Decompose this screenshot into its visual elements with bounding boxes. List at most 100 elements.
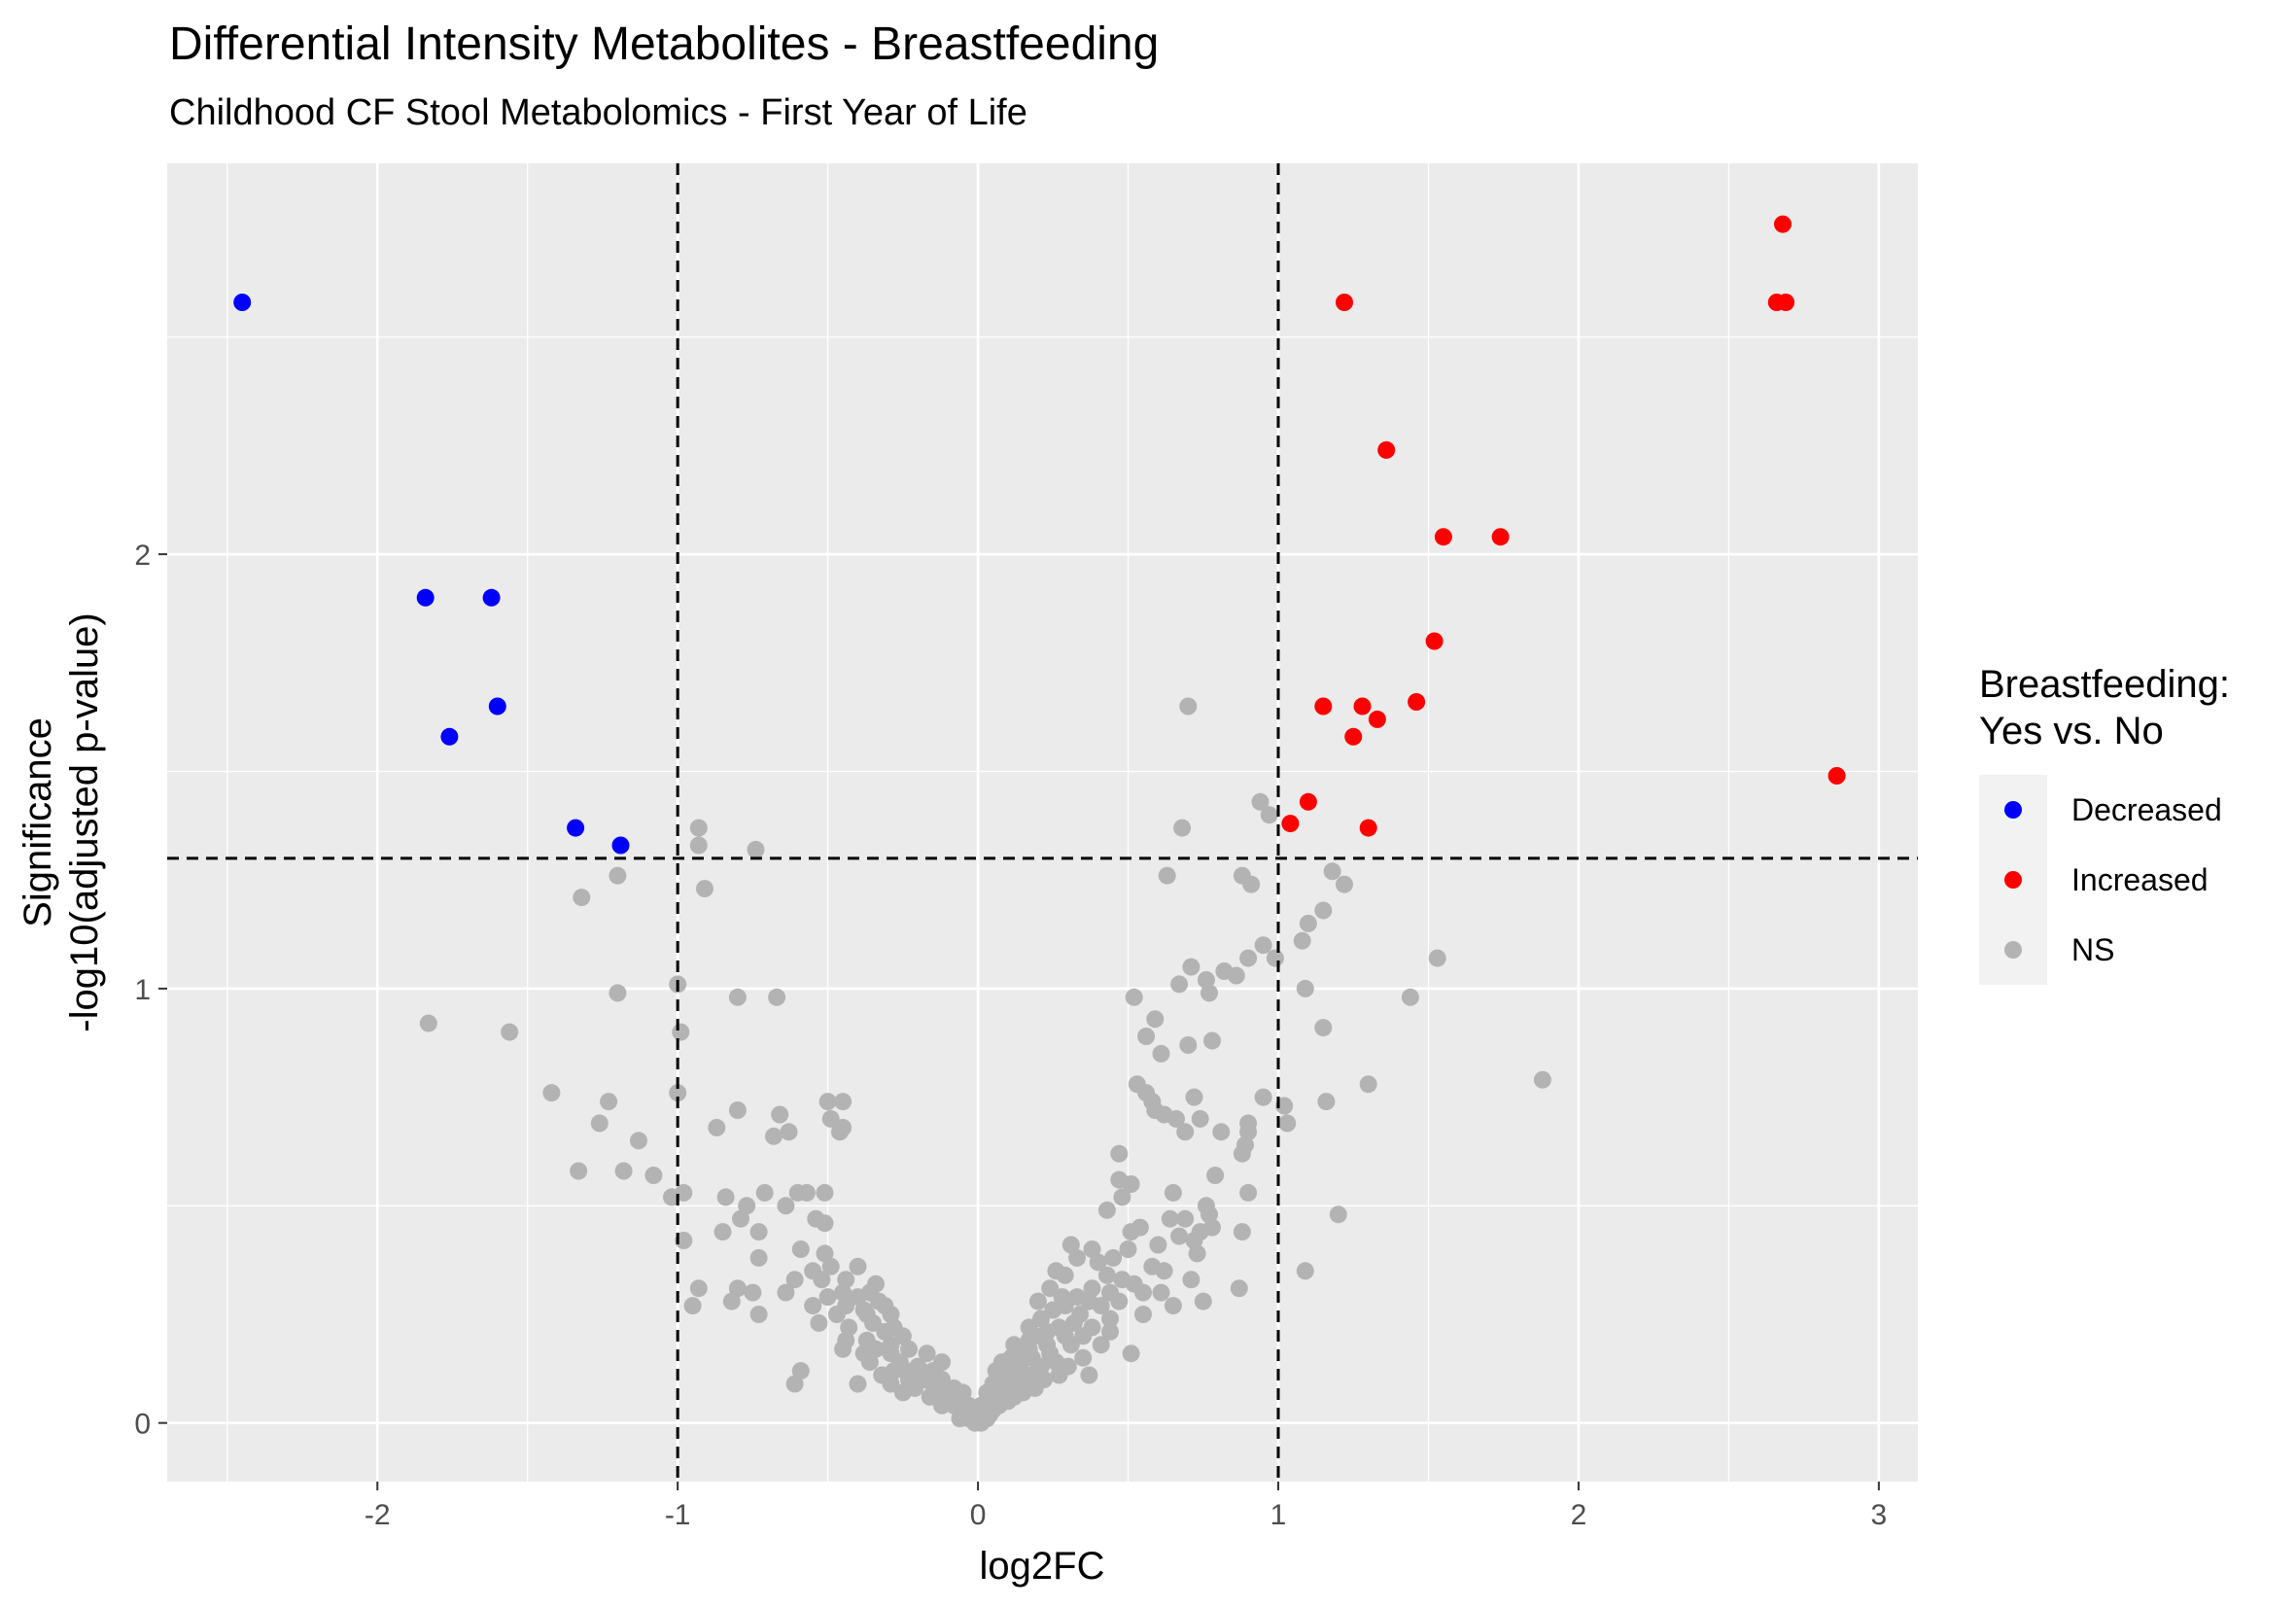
point-ns xyxy=(1104,1248,1123,1267)
point-increased xyxy=(1299,792,1317,811)
point-ns xyxy=(882,1306,900,1323)
point-ns xyxy=(1164,1297,1182,1315)
point-ns xyxy=(1533,1070,1551,1089)
point-ns xyxy=(1200,1205,1218,1224)
point-ns xyxy=(675,1232,693,1249)
point-decreased xyxy=(488,697,506,716)
point-ns xyxy=(600,1093,618,1111)
point-ns xyxy=(1359,1075,1377,1094)
point-ns xyxy=(768,988,786,1006)
point-ns xyxy=(813,1271,831,1289)
point-ns xyxy=(1188,1244,1206,1263)
x-tick-label: 0 xyxy=(970,1499,987,1531)
point-ns xyxy=(1194,1292,1212,1310)
point-ns xyxy=(785,1271,804,1289)
point-ns xyxy=(1092,1297,1110,1315)
point-increased xyxy=(1368,710,1386,728)
point-ns xyxy=(882,1375,900,1393)
point-ns xyxy=(1164,1183,1182,1202)
legend-key-decreased xyxy=(2004,801,2022,819)
point-increased xyxy=(1774,215,1792,233)
point-ns xyxy=(1068,1248,1086,1267)
point-ns xyxy=(1176,1123,1195,1141)
point-ns xyxy=(728,1279,747,1298)
point-ns xyxy=(1242,875,1261,893)
point-ns xyxy=(834,1093,852,1111)
point-ns xyxy=(713,1223,732,1241)
point-ns xyxy=(1254,936,1272,955)
point-ns xyxy=(951,1410,969,1428)
point-ns xyxy=(728,988,747,1006)
point-ns xyxy=(542,1084,561,1102)
point-ns xyxy=(590,1114,609,1133)
y-tick-label: 2 xyxy=(134,540,151,572)
point-ns xyxy=(1299,914,1317,932)
point-increased xyxy=(1377,440,1396,459)
point-ns xyxy=(1260,806,1278,824)
point-ns xyxy=(827,1306,846,1323)
point-increased xyxy=(1491,528,1510,546)
point-ns xyxy=(1083,1240,1101,1258)
point-ns xyxy=(1323,862,1341,881)
point-ns xyxy=(893,1327,912,1345)
y-axis-title-line2: -log10(adjusted p-value) xyxy=(63,612,106,1031)
point-ns xyxy=(1254,1088,1272,1106)
point-ns xyxy=(1155,1262,1173,1280)
point-ns xyxy=(1028,1292,1047,1310)
legend-key-ns xyxy=(2004,941,2022,959)
point-increased xyxy=(1434,528,1452,546)
point-ns xyxy=(689,819,708,837)
point-ns xyxy=(818,1288,837,1307)
point-ns xyxy=(978,1410,996,1428)
point-ns xyxy=(1074,1327,1093,1345)
point-ns xyxy=(785,1375,804,1393)
point-ns xyxy=(1317,1093,1336,1111)
threshold-lines xyxy=(167,163,1918,1482)
point-ns xyxy=(609,866,627,885)
point-ns xyxy=(771,1105,789,1124)
point-ns xyxy=(672,1023,690,1041)
point-ns xyxy=(818,1093,837,1111)
point-ns xyxy=(744,1283,762,1302)
point-ns xyxy=(864,1313,882,1332)
point-ns xyxy=(1230,1279,1248,1298)
point-ns xyxy=(644,1167,663,1184)
point-ns xyxy=(1119,1240,1137,1258)
point-ns xyxy=(749,1306,768,1323)
point-ns xyxy=(933,1396,951,1415)
point-ns xyxy=(1122,1223,1140,1241)
point-ns xyxy=(570,1162,588,1180)
point-decreased xyxy=(611,836,630,855)
y-axis-title-line1: Significance xyxy=(17,717,59,927)
point-ns xyxy=(1113,1188,1131,1206)
x-tick-label: -1 xyxy=(665,1499,691,1531)
point-ns xyxy=(1064,1313,1083,1332)
point-ns xyxy=(1314,1019,1333,1037)
y-tick-label: 1 xyxy=(134,974,151,1006)
point-ns xyxy=(1092,1336,1110,1354)
point-ns xyxy=(1314,901,1333,920)
point-ns xyxy=(1212,1123,1231,1141)
point-ns xyxy=(1167,1109,1185,1128)
point-ns xyxy=(1125,988,1143,1006)
point-ns xyxy=(791,1362,810,1380)
y-axis-ticks: 0 1 2 xyxy=(134,540,167,1441)
point-ns xyxy=(1182,1271,1200,1289)
point-ns xyxy=(876,1322,894,1341)
point-increased xyxy=(1353,697,1372,716)
legend-label-ns: NS xyxy=(2071,932,2114,967)
point-ns xyxy=(614,1162,633,1180)
point-ns xyxy=(1146,1010,1165,1029)
point-ns xyxy=(1239,1123,1258,1141)
point-ns xyxy=(1101,1322,1119,1341)
point-ns xyxy=(1233,1144,1251,1163)
point-ns xyxy=(708,1118,726,1136)
point-decreased xyxy=(440,727,459,746)
point-ns xyxy=(1336,875,1353,893)
point-ns xyxy=(1278,1114,1297,1133)
point-ns xyxy=(1227,966,1245,985)
point-ns xyxy=(1050,1366,1068,1384)
point-ns xyxy=(1251,792,1270,811)
point-ns xyxy=(689,836,708,855)
